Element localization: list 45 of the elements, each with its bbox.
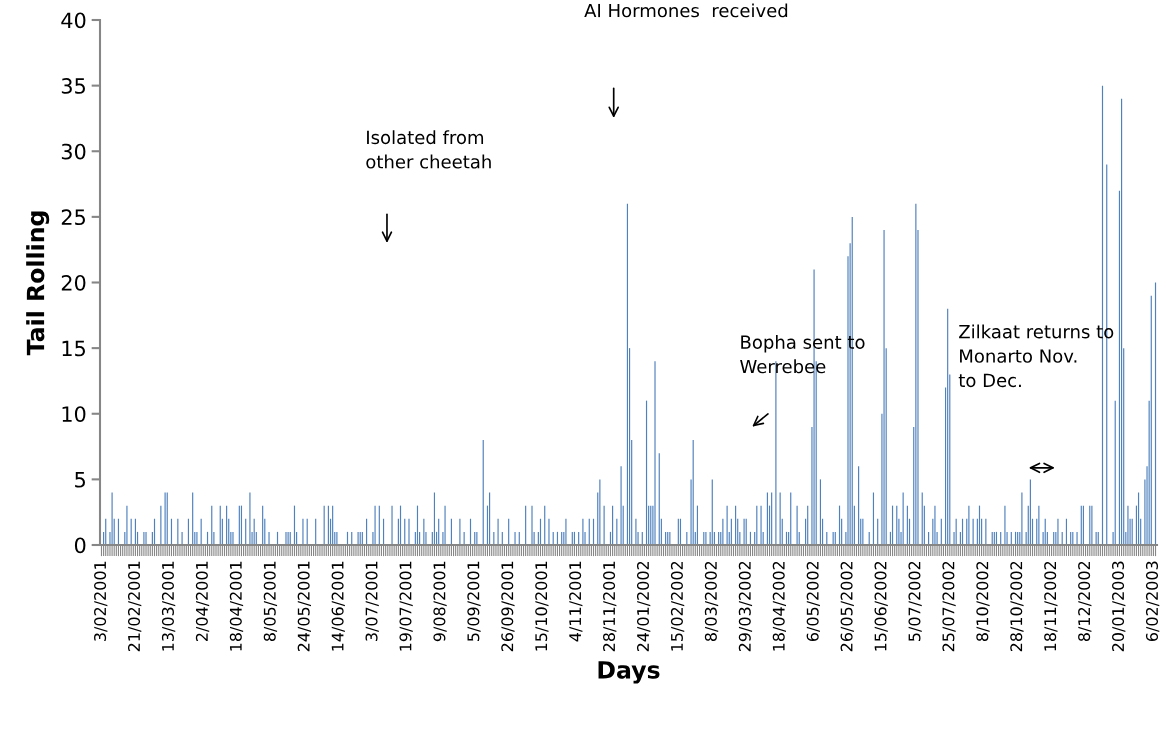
y-tick-label: 5 <box>75 472 85 488</box>
y-tick-label: 30 <box>61 143 86 160</box>
y-tick-label: 25 <box>61 209 85 226</box>
y-tick-label: 40 <box>61 12 86 29</box>
y-axis-title: Tail Rolling <box>26 211 50 356</box>
x-tick-label: 19/07/2001 <box>399 561 413 651</box>
x-tick-label: 13/03/2001 <box>161 561 176 651</box>
x-tick-label: 8/03/2002 <box>704 561 719 642</box>
x-tick-label: 6/02/2003 <box>1145 561 1160 642</box>
x-tick-label: 29/03/2002 <box>738 561 753 652</box>
x-tick-label: 4/11/2001 <box>569 561 583 642</box>
x-tick-label: 24/05/2001 <box>297 561 311 652</box>
y-tick-label: 20 <box>61 274 86 291</box>
x-tick-label: 9/08/2001 <box>433 561 447 642</box>
x-tick-label: 8/10/2002 <box>976 561 990 642</box>
y-tick-label: 15 <box>62 340 85 357</box>
x-tick-label: 6/05/2002 <box>806 561 820 642</box>
x-tick-label: 5/07/2002 <box>908 561 922 641</box>
x-tick-label: 18/11/2002 <box>1044 561 1058 651</box>
x-tick-label: 20/01/2003 <box>1112 561 1126 652</box>
x-tick-label: 15/06/2002 <box>874 561 888 651</box>
x-tick-label: 26/09/2001 <box>501 561 515 652</box>
x-tick-label: 18/04/2002 <box>772 561 787 651</box>
x-tick-label: 28/10/2002 <box>1010 561 1024 652</box>
text: AI Hormones received <box>584 3 788 18</box>
x-tick-label: 15/02/2002 <box>670 561 685 651</box>
x-tick-label: 3/07/2001 <box>365 561 379 641</box>
x-tick-label: 8/12/2002 <box>1078 561 1092 642</box>
x-tick-label: 8/05/2001 <box>263 561 278 642</box>
x-tick-label: 25/07/2002 <box>942 561 956 652</box>
annotation: Isolated from other cheetah <box>366 130 491 169</box>
x-tick-label: 28/11/2001 <box>603 561 617 652</box>
x-tick-label: 18/04/2001 <box>229 561 244 651</box>
x-axis-title: Days <box>598 661 660 684</box>
x-tick-label: 14/06/2001 <box>331 561 345 651</box>
x-tick-label: 5/09/2001 <box>467 561 481 641</box>
x-tick-label: 21/02/2001 <box>127 561 142 652</box>
y-tick-label: 35 <box>61 78 85 94</box>
y-tick-label: 0 <box>74 537 86 554</box>
x-tick-label: 15/10/2001 <box>535 561 549 651</box>
x-tick-label: 2/04/2001 <box>195 561 210 641</box>
y-tick-label: 10 <box>62 406 86 422</box>
x-tick-label: 24/01/2002 <box>636 561 651 652</box>
x-tick-label: 26/05/2002 <box>840 561 854 652</box>
x-tick-label: 3/02/2001 <box>94 561 108 641</box>
